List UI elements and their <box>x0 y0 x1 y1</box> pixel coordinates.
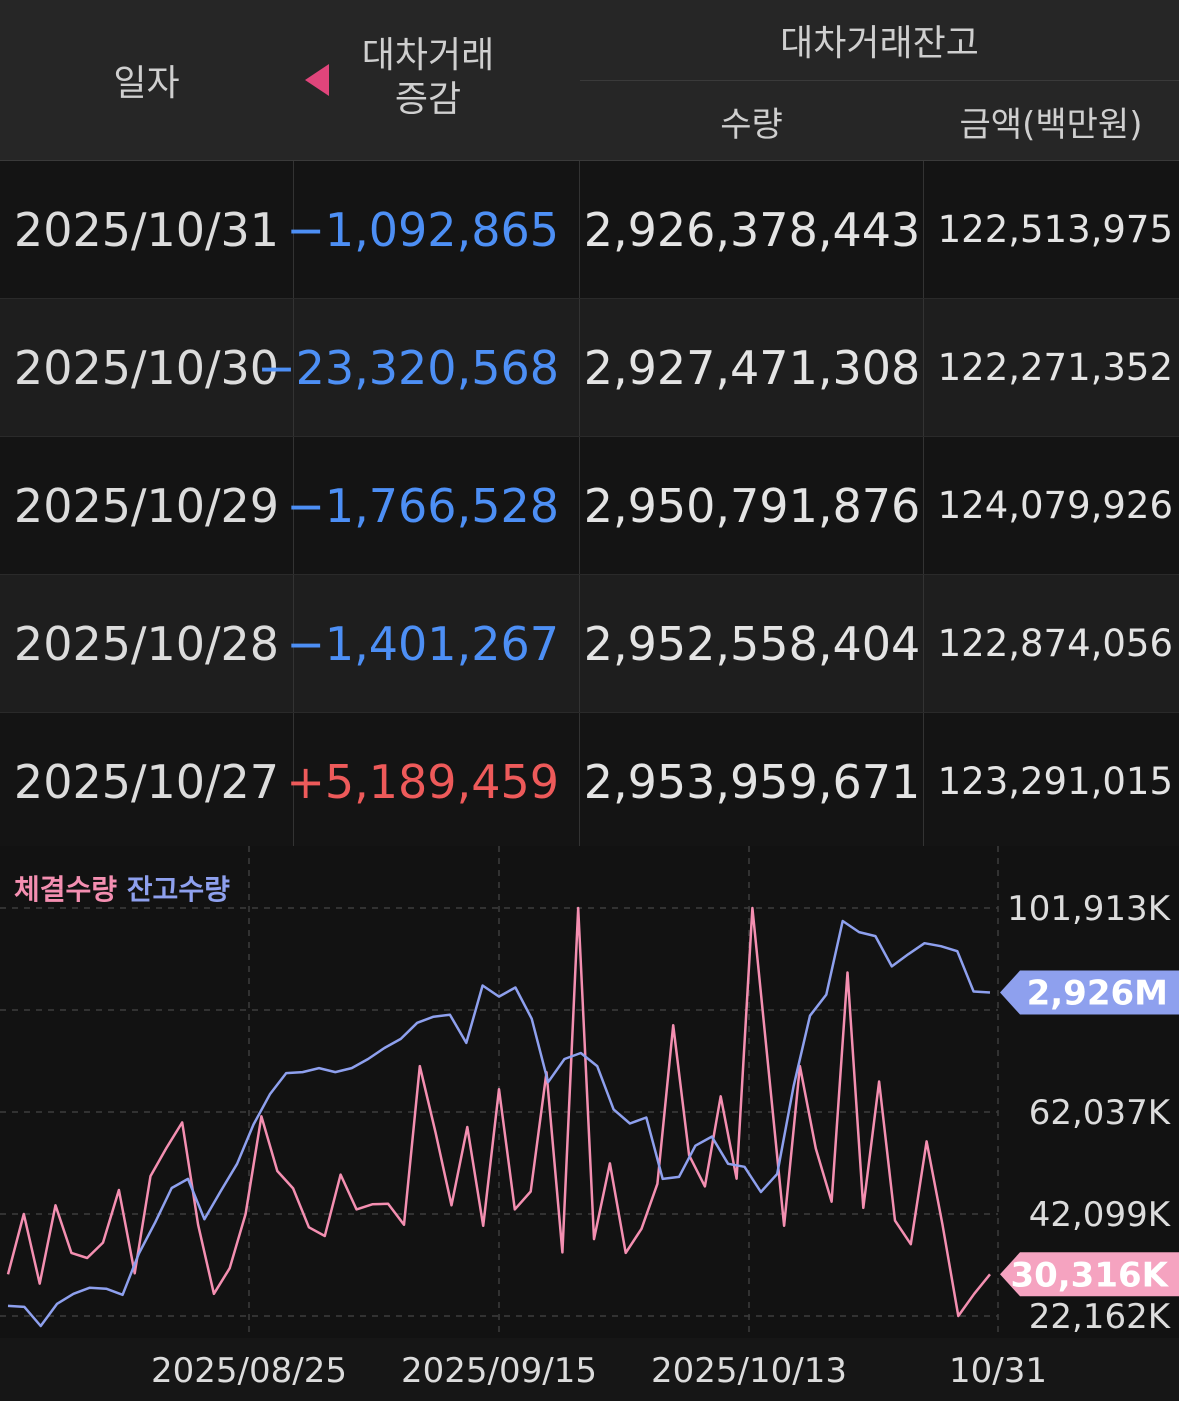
table-row[interactable]: 2025/10/29 −1,766,528 2,950,791,876 124,… <box>0 437 1179 575</box>
y-tick-label: 22,162K <box>1029 1297 1172 1337</box>
chart-svg[interactable]: 101,913K 62,037K 42,099K 22,162K 2025/08/25 2… <box>0 846 1179 1401</box>
qty-cell: 2,952,558,404 <box>579 575 924 712</box>
date-cell: 2025/10/27 <box>13 754 280 809</box>
sort-left-arrow-icon[interactable] <box>305 64 329 96</box>
date-cell: 2025/10/31 <box>13 202 280 257</box>
amount-cell: 124,079,926 <box>923 437 1179 574</box>
date-column-header[interactable]: 일자 <box>113 63 180 104</box>
y-tick-label: 101,913K <box>1007 889 1172 929</box>
date-cell: 2025/10/28 <box>13 616 280 671</box>
y-axis-area <box>998 846 1179 1401</box>
y-tick-label: 42,099K <box>1029 1195 1172 1235</box>
table-header: 일자 대차거래 증감 대차거래잔고 수량 금액(백만원) <box>0 0 1179 161</box>
balance-current-tag <box>1000 970 1179 1015</box>
amount-cell: 122,513,975 <box>923 161 1179 298</box>
table-row[interactable]: 2025/10/31 −1,092,865 2,926,378,443 122,… <box>0 161 1179 299</box>
qty-cell: 2,953,959,671 <box>579 713 924 850</box>
y-tick-label: 62,037K <box>1029 1093 1172 1133</box>
change-cell: −1,092,865 <box>286 161 579 298</box>
change-cell: −1,401,267 <box>286 575 579 712</box>
lending-chart[interactable]: 101,913K 62,037K 42,099K 22,162K 2025/08/25 2… <box>0 846 1179 1401</box>
amount-column-header[interactable]: 금액(백만원) <box>959 104 1143 145</box>
executed-current-tag <box>1000 1252 1179 1297</box>
x-tick-label: 2025/10/13 <box>651 1351 847 1391</box>
table-body: 2025/10/31 −1,092,865 2,926,378,443 122,… <box>0 161 1179 851</box>
table-row[interactable]: 2025/10/28 −1,401,267 2,952,558,404 122,… <box>0 575 1179 713</box>
date-cell: 2025/10/29 <box>13 478 280 533</box>
qty-cell: 2,926,378,443 <box>579 161 924 298</box>
qty-cell: 2,950,791,876 <box>579 437 924 574</box>
table-row[interactable]: 2025/10/30 −23,320,568 2,927,471,308 122… <box>0 299 1179 437</box>
amount-cell: 122,271,352 <box>923 299 1179 436</box>
x-tick-label: 2025/09/15 <box>401 1351 597 1391</box>
amount-cell: 123,291,015 <box>923 713 1179 850</box>
qty-cell: 2,927,471,308 <box>579 299 924 436</box>
chart-legend: 체결수량 잔고수량 <box>14 868 230 908</box>
change-column-header[interactable]: 대차거래 증감 <box>293 0 579 160</box>
table-row[interactable]: 2025/10/27 +5,189,459 2,953,959,671 123,… <box>0 713 1179 851</box>
x-axis-area <box>0 1338 1179 1401</box>
legend-balance: 잔고수량 <box>126 873 230 906</box>
change-label-line2: 증감 <box>394 79 462 120</box>
change-cell: −1,766,528 <box>286 437 579 574</box>
executed-current-label: 30,316K <box>1010 1255 1169 1295</box>
balance-current-label: 2,926M <box>1027 974 1168 1014</box>
change-column-label: 대차거래 증감 <box>343 34 513 122</box>
x-tick-label: 10/31 <box>949 1351 1047 1391</box>
change-cell: −23,320,568 <box>257 299 579 436</box>
x-tick-label: 2025/08/25 <box>151 1351 347 1391</box>
amount-cell: 122,874,056 <box>923 575 1179 712</box>
date-cell: 2025/10/30 <box>13 340 280 395</box>
executed-series-line <box>6 906 991 1318</box>
change-cell: +5,189,459 <box>286 713 579 850</box>
balance-series-line <box>7 919 991 1328</box>
qty-column-header[interactable]: 수량 <box>720 104 783 145</box>
change-label-line1: 대차거래 <box>361 35 495 76</box>
balance-group-header: 대차거래잔고 <box>580 0 1179 81</box>
legend-executed: 체결수량 <box>14 873 118 906</box>
